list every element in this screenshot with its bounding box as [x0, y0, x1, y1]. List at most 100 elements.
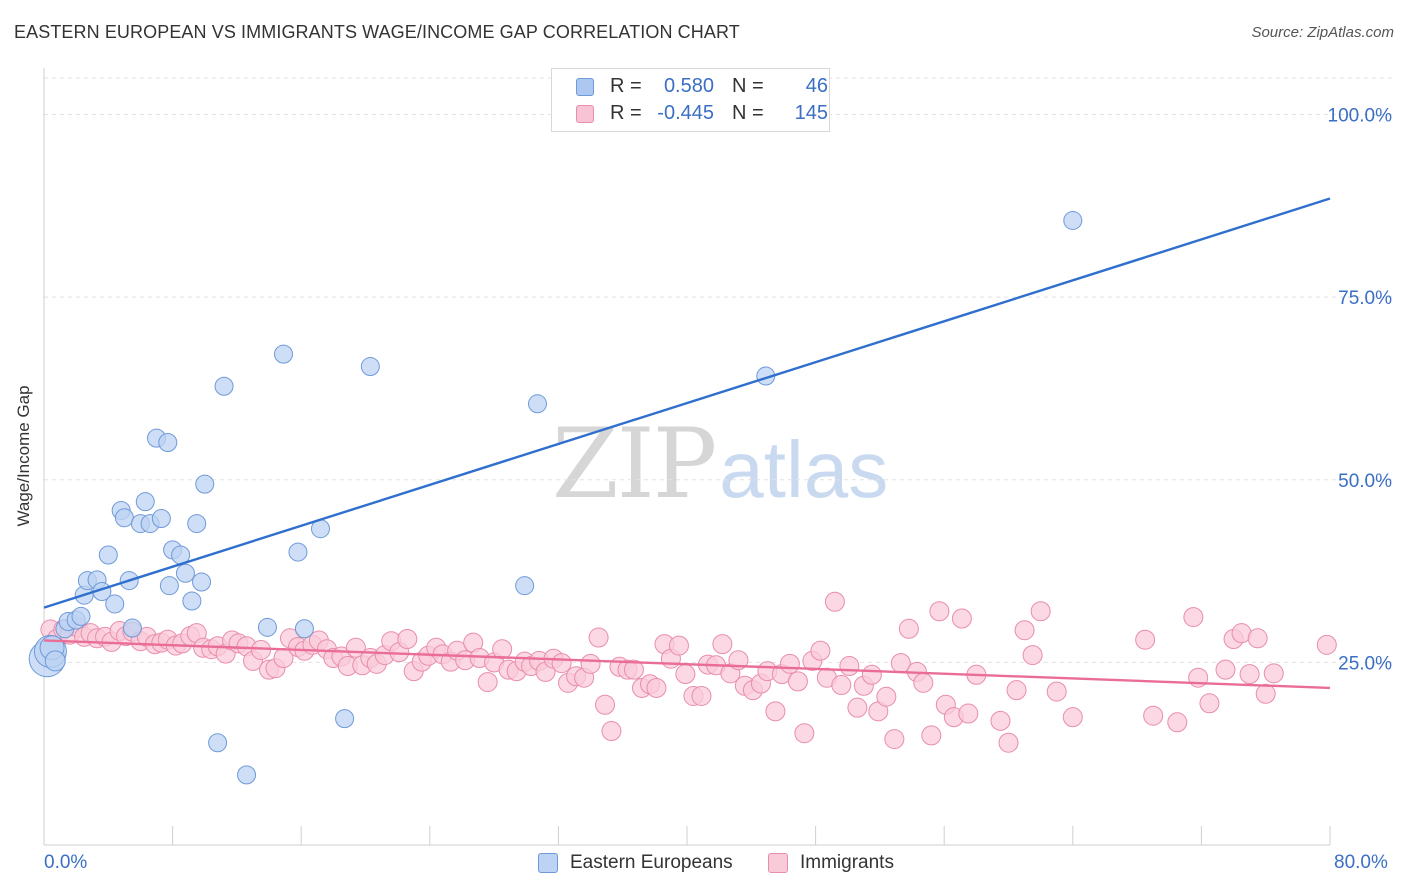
- series-legend: Eastern Europeans Immigrants: [0, 852, 1406, 878]
- eastern-europeans-point: [135, 492, 155, 512]
- eastern-europeans-point: [237, 765, 257, 785]
- immigrants-point: [397, 629, 418, 650]
- legend-swatch-blue: [576, 78, 594, 96]
- immigrants-point: [921, 725, 942, 746]
- y-tick-labels: 25.0% 50.0% 75.0% 100.0%: [1328, 106, 1393, 675]
- immigrants-point: [1006, 680, 1027, 701]
- eastern-europeans-point: [1063, 210, 1083, 230]
- y-axis-label: Wage/Income Gap: [14, 385, 33, 527]
- eastern-europeans-point: [187, 514, 207, 534]
- immigrants-point: [847, 697, 868, 718]
- immigrants-point: [1062, 707, 1083, 728]
- eastern-europeans-point: [208, 733, 228, 753]
- immigrants-point: [1239, 664, 1260, 685]
- eastern-europeans-point: [114, 508, 134, 528]
- immigrants-point: [623, 659, 644, 680]
- legend-n-label: N =: [732, 102, 764, 124]
- immigrants-point: [831, 675, 852, 696]
- eastern-europeans-point: [44, 650, 66, 672]
- grid-lines: [44, 77, 1392, 663]
- immigrants-point: [1183, 607, 1204, 628]
- y-tick-label: 100.0%: [1328, 106, 1393, 127]
- immigrants-point: [477, 672, 498, 693]
- eastern-europeans-point: [360, 357, 380, 377]
- immigrants-point: [861, 664, 882, 685]
- watermark-atlas: atlas: [719, 425, 889, 514]
- immigrants-point: [824, 591, 845, 612]
- immigrants-point: [998, 732, 1019, 753]
- immigrants-point: [1143, 705, 1164, 726]
- immigrants-point: [1255, 683, 1276, 704]
- legend-swatch-pink: [576, 105, 594, 123]
- eastern-europeans-point: [158, 433, 178, 453]
- immigrants-point: [794, 723, 815, 744]
- chart-title: EASTERN EUROPEAN VS IMMIGRANTS WAGE/INCO…: [14, 22, 740, 42]
- legend-n-value: 46: [805, 75, 828, 97]
- immigrants-point: [876, 686, 897, 707]
- eastern-europeans-point: [335, 709, 355, 729]
- legend-n-value: 145: [794, 102, 828, 124]
- immigrants-point: [492, 639, 513, 660]
- immigrants-point: [958, 703, 979, 724]
- immigrants-point: [1263, 663, 1284, 684]
- legend-label: Eastern Europeans: [570, 852, 733, 873]
- immigrants-point: [1199, 693, 1220, 714]
- immigrants-point: [668, 635, 689, 656]
- immigrants-point: [1316, 634, 1337, 655]
- legend-r-value: 0.580: [663, 75, 714, 97]
- legend-r-value: -0.445: [657, 102, 714, 124]
- immigrants-point: [779, 653, 800, 674]
- legend-r-label: R =: [610, 102, 642, 124]
- immigrants-point: [588, 627, 609, 648]
- legend-label: Immigrants: [800, 852, 894, 873]
- x-tick-label-min: 0.0%: [44, 852, 88, 873]
- eastern-europeans-trend-line: [43, 197, 1331, 609]
- watermark-zip: ZIP: [552, 408, 717, 520]
- eastern-europeans-point: [105, 594, 125, 614]
- x-tick-label-max: 80.0%: [1334, 852, 1388, 873]
- immigrants-point: [691, 685, 712, 706]
- y-tick-label: 75.0%: [1338, 288, 1392, 309]
- y-tick-label: 50.0%: [1338, 471, 1392, 492]
- eastern-europeans-point: [175, 563, 195, 583]
- eastern-europeans-point: [98, 545, 118, 565]
- immigrants-point: [929, 601, 950, 622]
- legend-swatch-blue: [538, 853, 558, 873]
- eastern-europeans-point: [257, 617, 277, 637]
- immigrants-point: [646, 677, 667, 698]
- immigrants-points: [40, 591, 1337, 753]
- legend-swatch-pink: [768, 853, 788, 873]
- eastern-europeans-point: [294, 619, 314, 639]
- immigrants-point: [765, 701, 786, 722]
- eastern-europeans-point: [71, 606, 91, 626]
- immigrants-point: [1030, 601, 1051, 622]
- eastern-europeans-point: [288, 542, 308, 562]
- immigrants-point: [1022, 645, 1043, 666]
- immigrants-trend-line: [43, 639, 1331, 690]
- immigrants-point: [675, 664, 696, 685]
- immigrants-point: [1135, 629, 1156, 650]
- eastern-europeans-point: [122, 618, 142, 638]
- eastern-europeans-point: [515, 576, 535, 596]
- immigrants-point: [712, 634, 733, 655]
- legend-r-label: R =: [610, 75, 642, 97]
- immigrants-point: [551, 653, 572, 674]
- chart-source: Source: ZipAtlas.com: [1251, 24, 1394, 41]
- immigrants-point: [595, 694, 616, 715]
- immigrants-point: [951, 608, 972, 629]
- trend-lines: [43, 197, 1331, 690]
- immigrants-point: [1046, 681, 1067, 702]
- stats-legend: R = 0.580 N = 46 R = -0.445 N = 145: [551, 68, 830, 132]
- axes: [43, 68, 1331, 846]
- eastern-europeans-point: [214, 376, 234, 396]
- watermark: ZIPatlas: [552, 408, 888, 520]
- immigrants-point: [810, 640, 831, 661]
- immigrants-point: [990, 710, 1011, 731]
- eastern-europeans-point: [274, 344, 294, 364]
- immigrants-point: [839, 656, 860, 677]
- eastern-europeans-point: [528, 394, 548, 414]
- immigrants-point: [913, 672, 934, 693]
- eastern-europeans-points: [28, 210, 1083, 785]
- immigrants-point: [1014, 620, 1035, 641]
- eastern-europeans-point: [159, 576, 179, 596]
